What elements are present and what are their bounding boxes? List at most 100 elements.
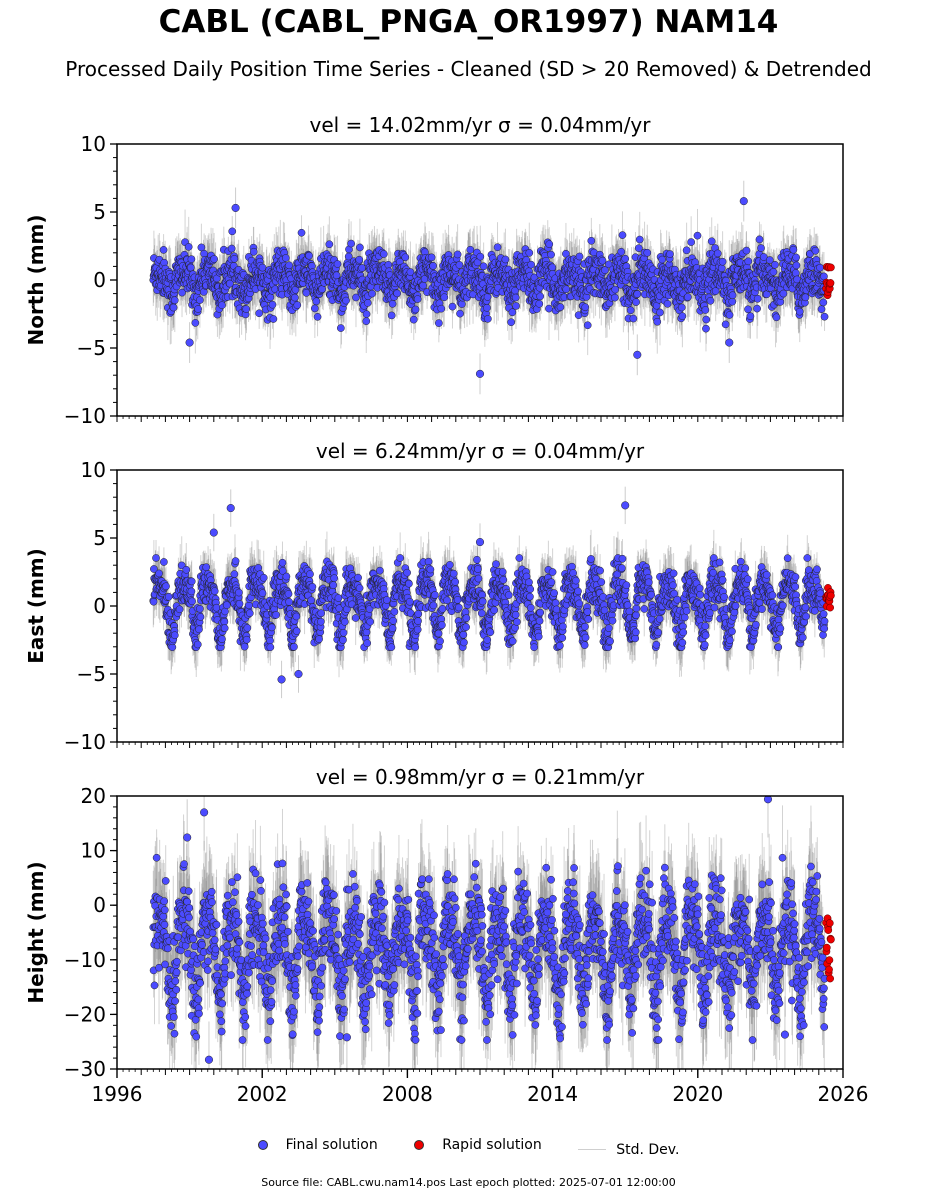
final-point [789, 245, 798, 254]
final-point [717, 264, 726, 273]
final-point [230, 254, 239, 263]
final-point [753, 294, 762, 303]
final-point [332, 271, 341, 280]
final-point [310, 304, 319, 313]
final-point [757, 244, 765, 252]
final-point-outlier [475, 369, 485, 378]
final-point [598, 256, 607, 265]
final-point [801, 293, 810, 302]
final-point [601, 266, 609, 275]
final-point [268, 300, 277, 309]
final-point [702, 324, 710, 333]
final-point [293, 301, 302, 309]
final-point [535, 299, 544, 308]
y-tick-label: 5 [93, 200, 106, 224]
final-point [701, 306, 710, 314]
final-point-outlier [739, 197, 748, 206]
y-axis-label-north: North (mm) [24, 214, 48, 345]
final-point [266, 293, 275, 302]
final-point [707, 237, 716, 246]
final-point [626, 306, 635, 315]
final-point [406, 268, 415, 276]
final-point [429, 262, 437, 270]
final-point [511, 293, 520, 302]
final-point [453, 250, 462, 259]
final-point [225, 279, 234, 288]
final-point [791, 269, 800, 277]
final-point [297, 228, 306, 237]
final-point [352, 293, 360, 302]
final-point [512, 302, 520, 310]
final-point [811, 246, 820, 255]
final-point [765, 256, 774, 264]
final-point [725, 311, 734, 319]
final-point [663, 299, 672, 308]
final-point [633, 290, 642, 298]
final-point [362, 310, 371, 318]
final-point [228, 227, 237, 236]
final-point [728, 291, 737, 300]
rapid-point [826, 279, 835, 287]
final-point [313, 313, 322, 321]
final-point [427, 253, 436, 262]
final-point [744, 305, 752, 314]
final-point-outlier [633, 350, 642, 359]
final-point [440, 293, 449, 302]
final-point [387, 311, 396, 320]
final-point [466, 245, 475, 254]
final-point [508, 308, 517, 317]
final-point [456, 309, 464, 318]
final-point [746, 312, 755, 321]
final-point [713, 249, 722, 258]
final-point [363, 299, 372, 307]
final-point [419, 281, 427, 290]
chart-canvas: −10 −5 0 5 10 vel = 14.02mm/yr σ = 0.04mm/yr N… [24, 113, 868, 1106]
final-point [677, 303, 686, 312]
final-point [227, 244, 236, 253]
final-point [536, 292, 545, 301]
final-solution-points-north [149, 180, 829, 395]
final-point [484, 315, 492, 323]
final-point [342, 296, 350, 305]
final-point [493, 243, 502, 252]
final-point [437, 304, 446, 313]
final-point [435, 319, 443, 327]
final-point [683, 293, 692, 301]
final-point [249, 247, 258, 256]
final-point [611, 293, 619, 302]
x-axis-north [116, 416, 844, 422]
final-point [281, 254, 290, 262]
final-point [819, 298, 828, 307]
final-point [682, 246, 691, 255]
final-point [337, 324, 345, 332]
final-point [562, 249, 570, 258]
final-point [611, 285, 620, 294]
final-point [820, 312, 829, 321]
y-tick-label: 0 [93, 268, 106, 292]
final-point [753, 304, 761, 313]
final-point [656, 308, 664, 317]
final-point [413, 295, 422, 303]
final-point [411, 305, 420, 314]
final-point [706, 296, 715, 305]
final-point [792, 253, 800, 262]
final-point [305, 251, 313, 260]
final-point [643, 248, 652, 257]
final-point [618, 231, 627, 239]
final-point [291, 293, 299, 302]
final-point [666, 250, 674, 258]
final-point [792, 261, 801, 270]
final-point [191, 319, 200, 327]
final-point [170, 296, 179, 305]
final-point [795, 307, 804, 316]
final-point [458, 300, 466, 308]
final-point [525, 249, 534, 257]
final-point [759, 253, 768, 261]
final-point [333, 260, 342, 268]
final-point [575, 252, 584, 261]
final-point [581, 303, 590, 312]
final-point [401, 253, 410, 262]
final-point [687, 238, 695, 246]
final-point [184, 243, 193, 251]
final-point [362, 317, 371, 326]
